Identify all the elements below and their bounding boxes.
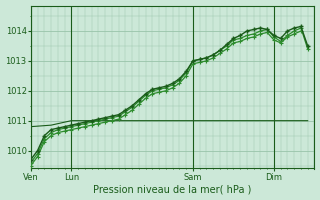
X-axis label: Pression niveau de la mer( hPa ): Pression niveau de la mer( hPa ) — [93, 184, 252, 194]
